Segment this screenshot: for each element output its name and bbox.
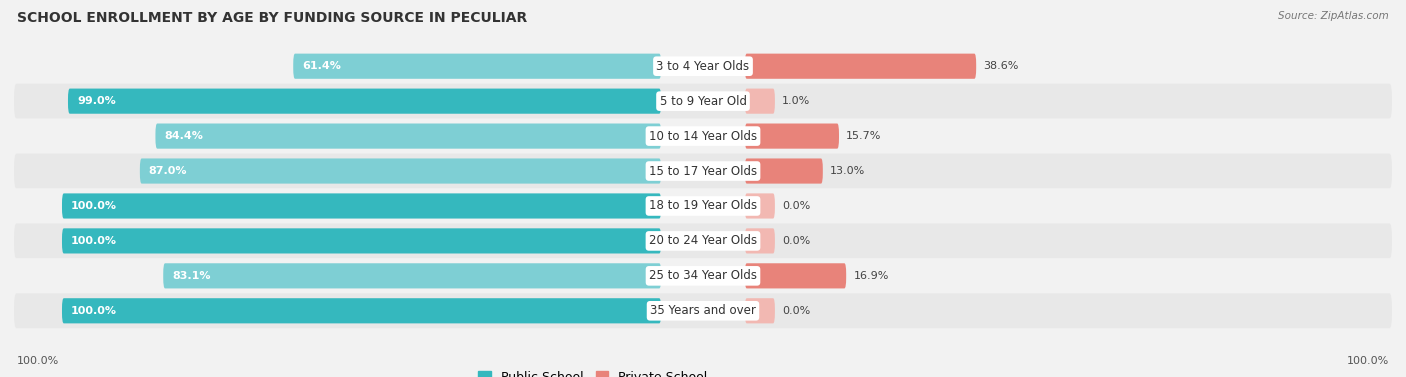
FancyBboxPatch shape [62,193,661,219]
Text: 16.9%: 16.9% [853,271,889,281]
Text: 15.7%: 15.7% [846,131,882,141]
Text: 100.0%: 100.0% [1347,356,1389,366]
Text: SCHOOL ENROLLMENT BY AGE BY FUNDING SOURCE IN PECULIAR: SCHOOL ENROLLMENT BY AGE BY FUNDING SOUR… [17,11,527,25]
Text: 100.0%: 100.0% [70,306,117,316]
FancyBboxPatch shape [294,54,661,79]
FancyBboxPatch shape [745,124,839,149]
Text: 84.4%: 84.4% [165,131,204,141]
FancyBboxPatch shape [745,193,775,219]
Text: 3 to 4 Year Olds: 3 to 4 Year Olds [657,60,749,73]
FancyBboxPatch shape [62,228,661,253]
Text: 83.1%: 83.1% [172,271,211,281]
Text: 38.6%: 38.6% [983,61,1019,71]
FancyBboxPatch shape [14,293,1392,328]
FancyBboxPatch shape [745,158,823,184]
FancyBboxPatch shape [14,153,1392,188]
Text: 20 to 24 Year Olds: 20 to 24 Year Olds [650,234,756,247]
Text: 0.0%: 0.0% [782,306,810,316]
FancyBboxPatch shape [14,188,1392,224]
Text: 35 Years and over: 35 Years and over [650,304,756,317]
Text: 100.0%: 100.0% [70,236,117,246]
Text: 5 to 9 Year Old: 5 to 9 Year Old [659,95,747,108]
FancyBboxPatch shape [139,158,661,184]
Text: 100.0%: 100.0% [17,356,59,366]
Text: 0.0%: 0.0% [782,201,810,211]
FancyBboxPatch shape [156,124,661,149]
FancyBboxPatch shape [14,84,1392,119]
FancyBboxPatch shape [14,119,1392,153]
FancyBboxPatch shape [67,89,661,114]
Text: 61.4%: 61.4% [302,61,342,71]
FancyBboxPatch shape [14,224,1392,258]
Text: 0.0%: 0.0% [782,236,810,246]
FancyBboxPatch shape [163,263,661,288]
Text: 18 to 19 Year Olds: 18 to 19 Year Olds [650,199,756,213]
FancyBboxPatch shape [745,54,976,79]
Text: Source: ZipAtlas.com: Source: ZipAtlas.com [1278,11,1389,21]
Text: 1.0%: 1.0% [782,96,810,106]
FancyBboxPatch shape [745,263,846,288]
FancyBboxPatch shape [745,89,775,114]
Text: 13.0%: 13.0% [830,166,865,176]
Text: 87.0%: 87.0% [149,166,187,176]
FancyBboxPatch shape [745,228,775,253]
Text: 99.0%: 99.0% [77,96,115,106]
Text: 25 to 34 Year Olds: 25 to 34 Year Olds [650,269,756,282]
FancyBboxPatch shape [745,298,775,323]
FancyBboxPatch shape [14,49,1392,84]
FancyBboxPatch shape [62,298,661,323]
FancyBboxPatch shape [14,258,1392,293]
Text: 100.0%: 100.0% [70,201,117,211]
Text: 10 to 14 Year Olds: 10 to 14 Year Olds [650,130,756,143]
Text: 15 to 17 Year Olds: 15 to 17 Year Olds [650,164,756,178]
Legend: Public School, Private School: Public School, Private School [472,366,713,377]
